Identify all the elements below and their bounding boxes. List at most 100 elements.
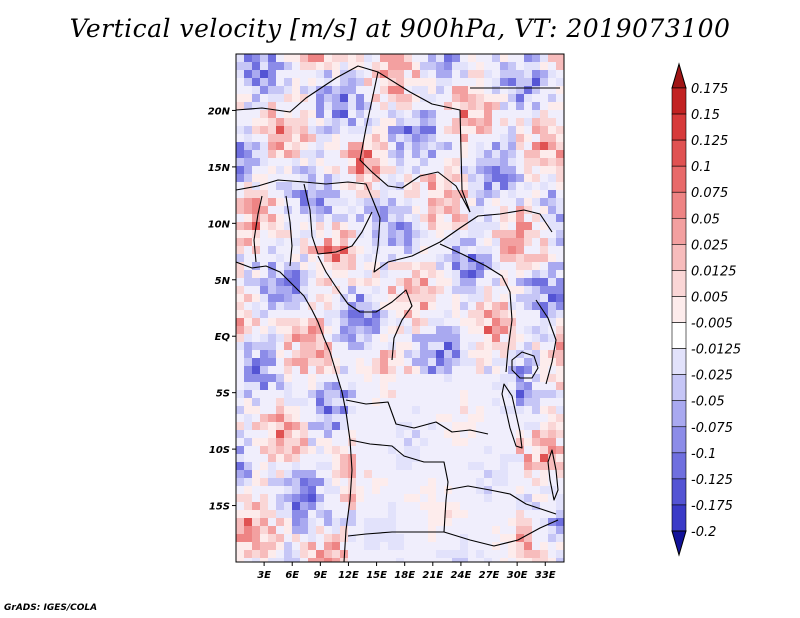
field-cell — [236, 526, 244, 534]
field-cell — [508, 334, 516, 342]
field-cell — [436, 206, 444, 214]
field-cell — [372, 478, 380, 486]
field-cell — [364, 134, 372, 142]
field-cell — [468, 110, 476, 118]
field-cell — [324, 446, 332, 454]
field-cell — [500, 478, 508, 486]
field-cell — [516, 206, 524, 214]
field-cell — [236, 166, 244, 174]
field-cell — [276, 430, 284, 438]
field-cell — [540, 406, 548, 414]
field-cell — [276, 294, 284, 302]
field-cell — [540, 166, 548, 174]
field-cell — [236, 542, 244, 550]
field-cell — [388, 126, 396, 134]
field-cell — [484, 94, 492, 102]
field-cell — [436, 142, 444, 150]
field-cell — [324, 414, 332, 422]
field-cell — [316, 118, 324, 126]
field-cell — [428, 502, 436, 510]
field-cell — [460, 262, 468, 270]
field-cell — [340, 310, 348, 318]
field-cell — [540, 118, 548, 126]
field-cell — [532, 390, 540, 398]
field-cell — [436, 62, 444, 70]
field-cell — [556, 206, 564, 214]
field-cell — [444, 414, 452, 422]
field-cell — [284, 150, 292, 158]
lon-tick-label: 27E — [479, 570, 500, 581]
field-cell — [428, 198, 436, 206]
field-cell — [252, 278, 260, 286]
field-cell — [412, 222, 420, 230]
field-cell — [252, 94, 260, 102]
field-cell — [380, 390, 388, 398]
field-cell — [548, 214, 556, 222]
field-cell — [244, 278, 252, 286]
field-cell — [348, 166, 356, 174]
field-cell — [420, 158, 428, 166]
border-east — [535, 299, 557, 385]
field-cell — [460, 150, 468, 158]
field-cell — [260, 150, 268, 158]
field-cell — [452, 302, 460, 310]
field-cell — [260, 518, 268, 526]
field-cell — [316, 462, 324, 470]
field-cell — [388, 54, 396, 62]
field-cell — [468, 430, 476, 438]
field-cell — [284, 182, 292, 190]
field-cell — [300, 230, 308, 238]
lon-tick-label: 15E — [366, 570, 387, 581]
field-cell — [292, 166, 300, 174]
field-cell — [244, 390, 252, 398]
field-cell — [500, 54, 508, 62]
field-cell — [500, 350, 508, 358]
field-cell — [452, 102, 460, 110]
field-cell — [388, 374, 396, 382]
field-cell — [532, 78, 540, 86]
field-cell — [404, 494, 412, 502]
field-cell — [524, 366, 532, 374]
field-cell — [356, 358, 364, 366]
field-cell — [412, 246, 420, 254]
field-cell — [556, 382, 564, 390]
lat-tick-label: 15S — [209, 502, 230, 513]
field-cell — [284, 110, 292, 118]
field-cell — [324, 350, 332, 358]
field-cell — [420, 502, 428, 510]
field-cell — [460, 102, 468, 110]
field-cell — [468, 166, 476, 174]
field-cell — [532, 262, 540, 270]
field-cell — [508, 214, 516, 222]
field-cell — [332, 390, 340, 398]
field-cell — [532, 342, 540, 350]
field-cell — [484, 190, 492, 198]
field-cell — [484, 286, 492, 294]
field-cell — [316, 94, 324, 102]
field-cell — [244, 214, 252, 222]
field-cell — [276, 510, 284, 518]
lon-tick-label: 30E — [507, 570, 528, 581]
field-cell — [244, 542, 252, 550]
field-cell — [356, 318, 364, 326]
field-cell — [500, 78, 508, 86]
field-cell — [548, 310, 556, 318]
field-cell — [428, 422, 436, 430]
field-cell — [452, 342, 460, 350]
field-cell — [252, 366, 260, 374]
field-cell — [308, 358, 316, 366]
field-cell — [516, 390, 524, 398]
field-cell — [276, 478, 284, 486]
field-cell — [500, 342, 508, 350]
field-cell — [308, 134, 316, 142]
field-cell — [380, 526, 388, 534]
field-cell — [292, 182, 300, 190]
field-cell — [300, 478, 308, 486]
field-cell — [308, 446, 316, 454]
field-cell — [244, 238, 252, 246]
field-cell — [276, 446, 284, 454]
field-cell — [508, 62, 516, 70]
field-cell — [308, 86, 316, 94]
field-cell — [324, 262, 332, 270]
field-cell — [268, 478, 276, 486]
